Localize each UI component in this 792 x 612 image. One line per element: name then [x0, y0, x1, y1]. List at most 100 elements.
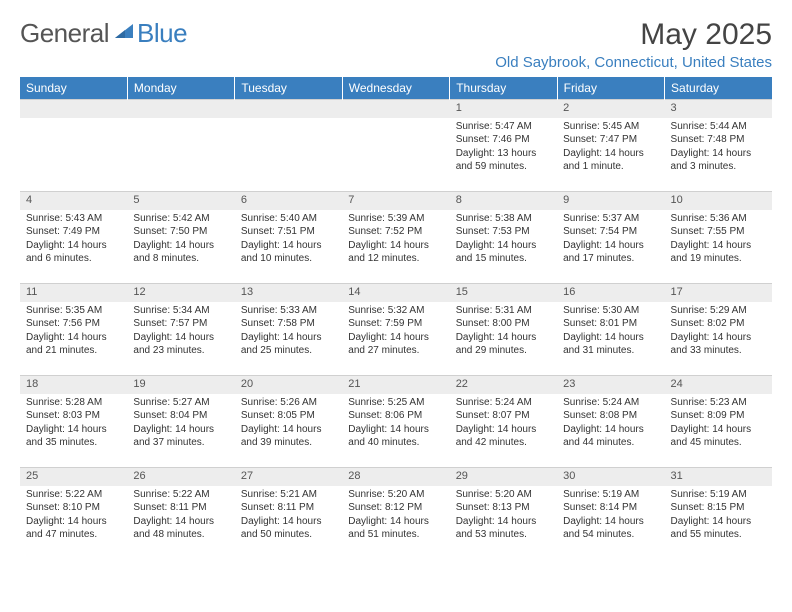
- sunrise-text: Sunrise: 5:27 AM: [133, 396, 228, 410]
- day-number-cell: 28: [342, 468, 449, 486]
- day-number-cell: 19: [127, 376, 234, 394]
- day-number-cell: 11: [20, 284, 127, 302]
- sunrise-text: Sunrise: 5:40 AM: [241, 212, 336, 226]
- daylight-text: Daylight: 14 hours and 3 minutes.: [671, 147, 766, 174]
- sunset-text: Sunset: 7:46 PM: [456, 133, 551, 147]
- day-details-cell: Sunrise: 5:19 AMSunset: 8:14 PMDaylight:…: [557, 486, 664, 560]
- sunrise-text: Sunrise: 5:23 AM: [671, 396, 766, 410]
- month-title: May 2025: [495, 18, 772, 52]
- sunset-text: Sunset: 7:54 PM: [563, 225, 658, 239]
- day-number-cell: 6: [235, 192, 342, 210]
- sunrise-text: Sunrise: 5:33 AM: [241, 304, 336, 318]
- sunrise-text: Sunrise: 5:24 AM: [456, 396, 551, 410]
- day-number-cell: [20, 100, 127, 118]
- sunset-text: Sunset: 7:47 PM: [563, 133, 658, 147]
- day-number-cell: 9: [557, 192, 664, 210]
- sunrise-text: Sunrise: 5:39 AM: [348, 212, 443, 226]
- day-details-cell: Sunrise: 5:38 AMSunset: 7:53 PMDaylight:…: [450, 210, 557, 284]
- day-details-cell: [20, 118, 127, 192]
- daylight-text: Daylight: 13 hours and 59 minutes.: [456, 147, 551, 174]
- calendar-table: SundayMondayTuesdayWednesdayThursdayFrid…: [20, 77, 772, 560]
- day-details-cell: Sunrise: 5:42 AMSunset: 7:50 PMDaylight:…: [127, 210, 234, 284]
- daylight-text: Daylight: 14 hours and 54 minutes.: [563, 515, 658, 542]
- sunrise-text: Sunrise: 5:22 AM: [26, 488, 121, 502]
- day-number-row: 45678910: [20, 192, 772, 210]
- daylight-text: Daylight: 14 hours and 10 minutes.: [241, 239, 336, 266]
- day-number-cell: 21: [342, 376, 449, 394]
- sunset-text: Sunset: 8:11 PM: [133, 501, 228, 515]
- day-number-cell: 5: [127, 192, 234, 210]
- weekday-header: Saturday: [665, 77, 772, 100]
- day-number-cell: 30: [557, 468, 664, 486]
- sunrise-text: Sunrise: 5:35 AM: [26, 304, 121, 318]
- day-details-cell: Sunrise: 5:37 AMSunset: 7:54 PMDaylight:…: [557, 210, 664, 284]
- sunset-text: Sunset: 8:01 PM: [563, 317, 658, 331]
- sunset-text: Sunset: 7:56 PM: [26, 317, 121, 331]
- sunrise-text: Sunrise: 5:47 AM: [456, 120, 551, 134]
- sunset-text: Sunset: 8:15 PM: [671, 501, 766, 515]
- day-details-cell: Sunrise: 5:21 AMSunset: 8:11 PMDaylight:…: [235, 486, 342, 560]
- day-number-cell: 23: [557, 376, 664, 394]
- day-details-cell: Sunrise: 5:20 AMSunset: 8:13 PMDaylight:…: [450, 486, 557, 560]
- weekday-header: Friday: [557, 77, 664, 100]
- sunset-text: Sunset: 8:05 PM: [241, 409, 336, 423]
- sunrise-text: Sunrise: 5:28 AM: [26, 396, 121, 410]
- daylight-text: Daylight: 14 hours and 47 minutes.: [26, 515, 121, 542]
- daylight-text: Daylight: 14 hours and 31 minutes.: [563, 331, 658, 358]
- daylight-text: Daylight: 14 hours and 42 minutes.: [456, 423, 551, 450]
- sunrise-text: Sunrise: 5:32 AM: [348, 304, 443, 318]
- sunset-text: Sunset: 7:59 PM: [348, 317, 443, 331]
- daylight-text: Daylight: 14 hours and 27 minutes.: [348, 331, 443, 358]
- day-details-cell: Sunrise: 5:23 AMSunset: 8:09 PMDaylight:…: [665, 394, 772, 468]
- daylight-text: Daylight: 14 hours and 40 minutes.: [348, 423, 443, 450]
- sunset-text: Sunset: 8:09 PM: [671, 409, 766, 423]
- day-number-cell: 26: [127, 468, 234, 486]
- daylight-text: Daylight: 14 hours and 44 minutes.: [563, 423, 658, 450]
- logo-mark-icon: [113, 20, 135, 47]
- day-number-row: 11121314151617: [20, 284, 772, 302]
- day-details-row: Sunrise: 5:28 AMSunset: 8:03 PM Daylight:…: [20, 394, 772, 468]
- day-details-cell: Sunrise: 5:25 AMSunset: 8:06 PMDaylight:…: [342, 394, 449, 468]
- sunrise-text: Sunrise: 5:42 AM: [133, 212, 228, 226]
- sunset-text: Sunset: 8:07 PM: [456, 409, 551, 423]
- sunset-text: Sunset: 8:08 PM: [563, 409, 658, 423]
- sunset-text: Sunset: 8:03 PM: [26, 409, 121, 423]
- day-details-cell: [127, 118, 234, 192]
- sunset-text: Sunset: 8:06 PM: [348, 409, 443, 423]
- day-number-cell: 4: [20, 192, 127, 210]
- daylight-text: Daylight: 14 hours and 8 minutes.: [133, 239, 228, 266]
- sunset-text: Sunset: 7:48 PM: [671, 133, 766, 147]
- sunrise-text: Sunrise: 5:36 AM: [671, 212, 766, 226]
- daylight-text: Daylight: 14 hours and 39 minutes.: [241, 423, 336, 450]
- sunset-text: Sunset: 8:11 PM: [241, 501, 336, 515]
- day-number-cell: 17: [665, 284, 772, 302]
- sunrise-text: Sunrise: 5:21 AM: [241, 488, 336, 502]
- sunset-text: Sunset: 7:52 PM: [348, 225, 443, 239]
- day-details-cell: Sunrise: 5:47 AMSunset: 7:46 PMDaylight:…: [450, 118, 557, 192]
- day-details-row: Sunrise: 5:47 AMSunset: 7:46 PMDaylight:…: [20, 118, 772, 192]
- day-details-cell: Sunrise: 5:32 AMSunset: 7:59 PMDaylight:…: [342, 302, 449, 376]
- day-details-cell: Sunrise: 5:27 AMSunset: 8:04 PMDaylight:…: [127, 394, 234, 468]
- sunrise-text: Sunrise: 5:30 AM: [563, 304, 658, 318]
- daylight-text: Daylight: 14 hours and 50 minutes.: [241, 515, 336, 542]
- day-details-cell: Sunrise: 5:31 AMSunset: 8:00 PMDaylight:…: [450, 302, 557, 376]
- day-details-cell: Sunrise: 5:29 AMSunset: 8:02 PMDaylight:…: [665, 302, 772, 376]
- day-number-cell: 1: [450, 100, 557, 118]
- day-details-cell: Sunrise: 5:40 AMSunset: 7:51 PMDaylight:…: [235, 210, 342, 284]
- daylight-text: Daylight: 14 hours and 55 minutes.: [671, 515, 766, 542]
- day-number-row: 123: [20, 100, 772, 118]
- day-details-cell: Sunrise: 5:20 AMSunset: 8:12 PMDaylight:…: [342, 486, 449, 560]
- daylight-text: Daylight: 14 hours and 33 minutes.: [671, 331, 766, 358]
- day-details-cell: [235, 118, 342, 192]
- day-details-row: Sunrise: 5:35 AMSunset: 7:56 PM Daylight:…: [20, 302, 772, 376]
- sunrise-text: Sunrise: 5:44 AM: [671, 120, 766, 134]
- sunset-text: Sunset: 8:10 PM: [26, 501, 121, 515]
- sunrise-text: Sunrise: 5:20 AM: [456, 488, 551, 502]
- day-number-cell: 27: [235, 468, 342, 486]
- sunrise-text: Sunrise: 5:34 AM: [133, 304, 228, 318]
- sunset-text: Sunset: 8:13 PM: [456, 501, 551, 515]
- sunrise-text: Sunrise: 5:43 AM: [26, 212, 121, 226]
- day-number-cell: 20: [235, 376, 342, 394]
- sunset-text: Sunset: 7:55 PM: [671, 225, 766, 239]
- sunset-text: Sunset: 7:50 PM: [133, 225, 228, 239]
